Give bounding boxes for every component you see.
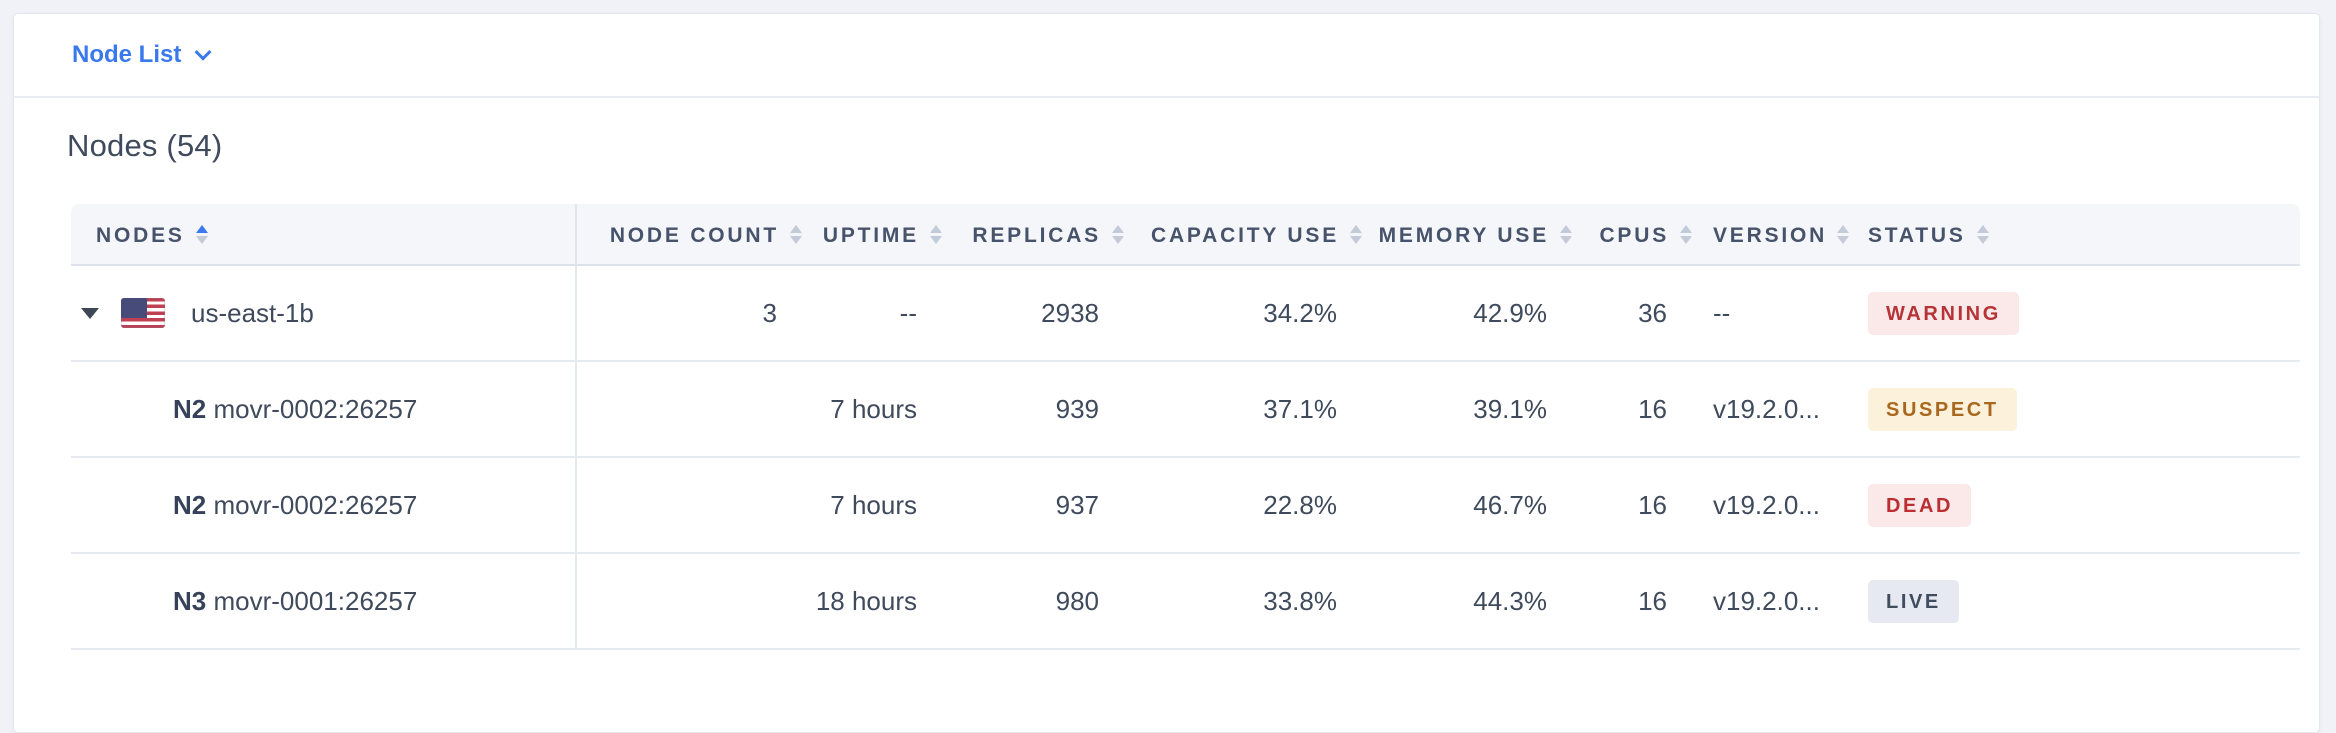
cell-node-count: 3 <box>577 266 803 362</box>
view-selector-dropdown[interactable]: Node List <box>72 41 212 69</box>
column-label: MEMORY USE <box>1378 223 1549 247</box>
cell-capacity-use: 33.8% <box>1125 554 1363 650</box>
sort-icon[interactable] <box>1349 224 1363 244</box>
cell-replicas: 980 <box>943 554 1125 650</box>
cell-cpus: 36 <box>1573 266 1693 362</box>
column-label: STATUS <box>1868 223 1966 247</box>
column-header-status[interactable]: STATUS <box>1848 204 2300 266</box>
node-id: N2 <box>173 393 207 424</box>
cell-node-count <box>577 458 803 554</box>
cell-version: -- <box>1693 266 1848 362</box>
sort-icon[interactable] <box>1837 224 1850 244</box>
table-row-region[interactable]: us-east-1b 3 -- 2938 34.2% 42.9% 36 -- W… <box>71 266 2300 362</box>
node-address: movr-0001:26257 <box>213 585 418 616</box>
cell-version: v19.2.0... <box>1693 362 1848 458</box>
sort-icon[interactable] <box>929 224 943 244</box>
column-header-version[interactable]: VERSION <box>1693 204 1850 266</box>
column-label: CPUS <box>1599 223 1669 247</box>
table-row-node[interactable]: N2 movr-0002:26257 7 hours 937 22.8% 46.… <box>71 458 2300 554</box>
page-title: Nodes (54) <box>67 128 223 163</box>
cell-uptime: -- <box>803 266 943 362</box>
table-row-node[interactable]: N3 movr-0001:26257 18 hours 980 33.8% 44… <box>71 554 2300 650</box>
cell-version: v19.2.0... <box>1693 458 1848 554</box>
cell-capacity-use: 37.1% <box>1125 362 1363 458</box>
column-label: REPLICAS <box>972 223 1101 247</box>
column-header-replicas[interactable]: REPLICAS <box>943 204 1125 266</box>
cell-memory-use: 46.7% <box>1363 458 1573 554</box>
node-address: movr-0002:26257 <box>213 489 418 520</box>
column-header-nodes[interactable]: NODES <box>71 204 577 266</box>
cell-capacity-use: 22.8% <box>1125 458 1363 554</box>
column-header-memory-use[interactable]: MEMORY USE <box>1363 204 1573 266</box>
sort-icon[interactable] <box>1559 224 1573 244</box>
cell-memory-use: 44.3% <box>1363 554 1573 650</box>
status-badge: SUSPECT <box>1868 387 2017 431</box>
column-header-cpus[interactable]: CPUS <box>1573 204 1693 266</box>
cell-memory-use: 39.1% <box>1363 362 1573 458</box>
table-row-node[interactable]: N2 movr-0002:26257 7 hours 939 37.1% 39.… <box>71 362 2300 458</box>
cell-node-count <box>577 554 803 650</box>
cell-cpus: 16 <box>1573 554 1693 650</box>
cell-uptime: 7 hours <box>803 458 943 554</box>
status-badge: WARNING <box>1868 291 2019 335</box>
column-label: VERSION <box>1713 223 1828 247</box>
cell-capacity-use: 34.2% <box>1125 266 1363 362</box>
cell-version: v19.2.0... <box>1693 554 1848 650</box>
cell-replicas: 2938 <box>943 266 1125 362</box>
cell-uptime: 7 hours <box>803 362 943 458</box>
sort-icon[interactable] <box>1679 224 1693 244</box>
expand-caret-icon[interactable] <box>81 307 99 319</box>
column-label: NODES <box>96 223 185 247</box>
cell-memory-use: 42.9% <box>1363 266 1573 362</box>
us-flag-icon <box>121 298 165 328</box>
chevron-down-icon <box>194 43 212 61</box>
node-id: N3 <box>173 585 207 616</box>
node-list-card: Node List Nodes (54) NODES <box>13 13 2320 733</box>
region-name: us-east-1b <box>191 297 314 328</box>
cell-cpus: 16 <box>1573 362 1693 458</box>
cell-replicas: 939 <box>943 362 1125 458</box>
cell-replicas: 937 <box>943 458 1125 554</box>
cell-uptime: 18 hours <box>803 554 943 650</box>
table-header-row: NODES NODE COUNT UPTIME <box>71 204 2300 266</box>
column-header-uptime[interactable]: UPTIME <box>803 204 943 266</box>
column-header-capacity-use[interactable]: CAPACITY USE <box>1125 204 1363 266</box>
node-id: N2 <box>173 489 207 520</box>
sort-icon[interactable] <box>195 224 209 244</box>
node-address: movr-0002:26257 <box>213 393 418 424</box>
sort-icon[interactable] <box>789 224 803 244</box>
sort-icon[interactable] <box>1111 224 1125 244</box>
column-label: NODE COUNT <box>609 223 779 247</box>
card-body: Nodes (54) NODES NODE COUNT <box>14 98 2319 650</box>
column-header-node-count[interactable]: NODE COUNT <box>577 204 803 266</box>
view-selector-label: Node List <box>72 41 182 68</box>
sort-icon[interactable] <box>1976 224 1990 244</box>
cell-node-count <box>577 362 803 458</box>
cell-cpus: 16 <box>1573 458 1693 554</box>
status-badge: DEAD <box>1868 483 1972 527</box>
card-header: Node List <box>14 14 2319 98</box>
nodes-table: NODES NODE COUNT UPTIME <box>71 204 2300 650</box>
column-label: UPTIME <box>822 223 919 247</box>
column-label: CAPACITY USE <box>1150 223 1339 247</box>
table-header: NODES NODE COUNT UPTIME <box>71 204 2300 266</box>
status-badge: LIVE <box>1868 579 1959 623</box>
